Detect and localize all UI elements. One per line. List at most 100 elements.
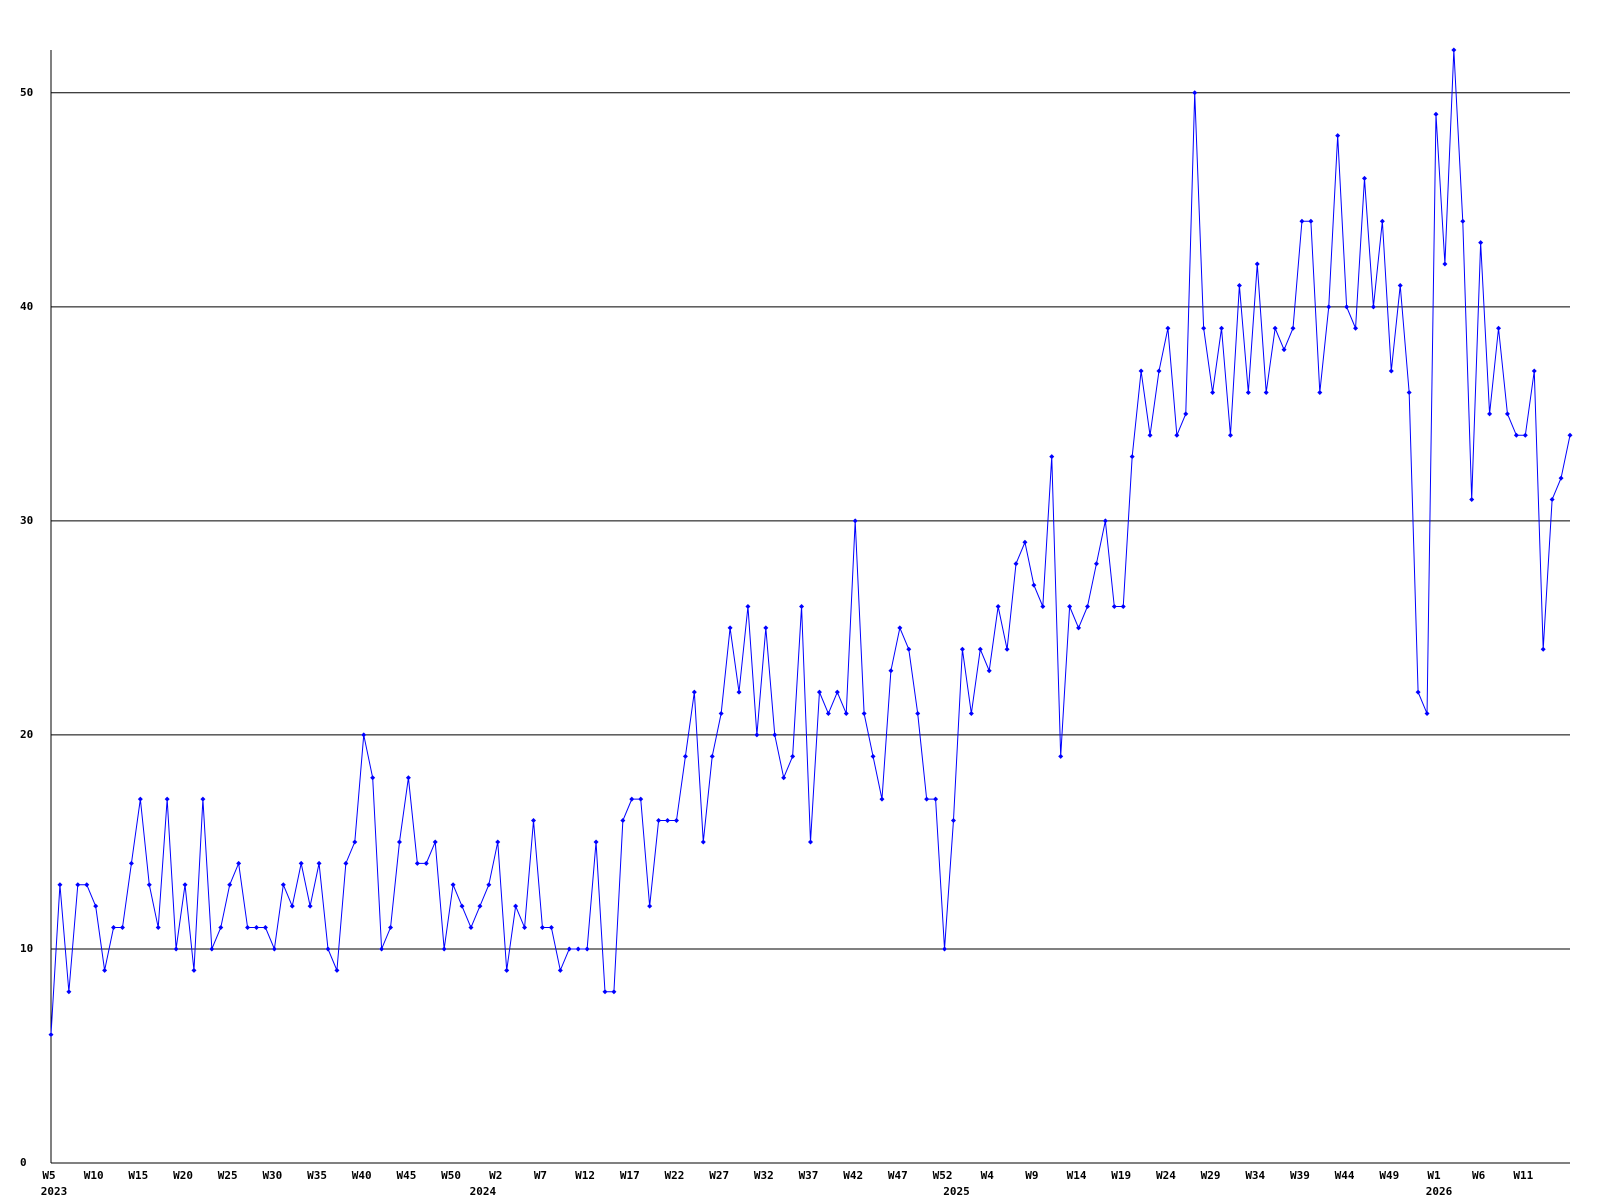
point-marker bbox=[700, 839, 706, 845]
point-marker bbox=[745, 604, 751, 609]
point-marker bbox=[1504, 411, 1510, 417]
point-marker bbox=[441, 946, 447, 952]
point-marker bbox=[1281, 347, 1287, 353]
x-tick-label: W47 bbox=[888, 1169, 908, 1182]
point-marker bbox=[736, 689, 742, 695]
x-year-label: 2025 bbox=[943, 1185, 970, 1198]
point-marker bbox=[1335, 133, 1341, 139]
point-marker bbox=[1093, 561, 1099, 567]
x-tick-label: W24 bbox=[1156, 1169, 1176, 1182]
point-marker bbox=[1361, 175, 1367, 181]
point-marker bbox=[1451, 47, 1457, 53]
x-tick-label: W9 bbox=[1025, 1169, 1038, 1182]
point-marker bbox=[924, 796, 930, 802]
point-marker bbox=[1442, 261, 1448, 267]
point-marker bbox=[772, 732, 778, 738]
point-marker bbox=[414, 860, 420, 866]
x-tick-label: W1 bbox=[1427, 1169, 1441, 1182]
point-marker bbox=[629, 796, 635, 802]
point-marker bbox=[1379, 218, 1385, 224]
point-marker bbox=[361, 732, 367, 738]
point-marker bbox=[352, 839, 358, 845]
y-tick-label: 10 bbox=[20, 942, 33, 955]
point-marker bbox=[1487, 411, 1493, 417]
point-marker bbox=[897, 625, 903, 631]
point-marker bbox=[1424, 711, 1430, 717]
point-marker bbox=[709, 753, 715, 759]
point-marker bbox=[1210, 389, 1216, 395]
point-marker bbox=[1433, 111, 1439, 117]
point-marker bbox=[468, 925, 474, 931]
point-marker bbox=[647, 903, 653, 909]
point-marker bbox=[1406, 389, 1412, 395]
point-marker bbox=[75, 882, 81, 888]
point-marker bbox=[557, 967, 563, 973]
data-line bbox=[50, 49, 1571, 1035]
point-marker bbox=[781, 775, 787, 781]
point-marker bbox=[1522, 432, 1528, 438]
point-marker bbox=[1147, 432, 1153, 438]
point-marker bbox=[245, 925, 251, 931]
point-marker bbox=[1344, 304, 1350, 310]
point-marker bbox=[638, 796, 644, 802]
point-marker bbox=[673, 818, 679, 824]
point-marker bbox=[620, 818, 626, 824]
point-marker bbox=[906, 646, 912, 652]
point-marker bbox=[1022, 539, 1028, 545]
x-tick-label: W27 bbox=[709, 1169, 729, 1182]
point-marker bbox=[1129, 454, 1135, 460]
point-marker bbox=[405, 775, 411, 781]
point-marker bbox=[155, 925, 161, 931]
y-tick-label: 30 bbox=[20, 514, 33, 527]
point-marker bbox=[1308, 218, 1314, 224]
point-marker bbox=[84, 882, 90, 888]
x-tick-label: W52 bbox=[933, 1169, 953, 1182]
x-tick-label: W40 bbox=[352, 1169, 372, 1182]
point-marker bbox=[1531, 368, 1537, 374]
point-marker bbox=[790, 753, 796, 759]
point-marker bbox=[1227, 432, 1233, 438]
point-marker bbox=[1245, 389, 1251, 395]
point-marker bbox=[1076, 625, 1082, 631]
x-tick-label: W39 bbox=[1290, 1169, 1310, 1182]
x-tick-label: W5 bbox=[42, 1169, 55, 1182]
point-marker bbox=[1326, 304, 1332, 310]
x-year-label: 2023 bbox=[41, 1185, 68, 1198]
point-marker bbox=[1138, 368, 1144, 374]
x-tick-label: W17 bbox=[620, 1169, 640, 1182]
x-tick-label: W30 bbox=[262, 1169, 282, 1182]
point-marker bbox=[995, 604, 1001, 609]
x-tick-label: W14 bbox=[1067, 1169, 1087, 1182]
point-marker bbox=[48, 1032, 54, 1038]
y-tick-label: 40 bbox=[20, 300, 33, 313]
point-marker bbox=[477, 903, 483, 909]
point-marker bbox=[879, 796, 885, 802]
point-marker bbox=[432, 839, 438, 845]
point-marker bbox=[254, 925, 260, 931]
point-marker bbox=[370, 775, 376, 781]
point-marker bbox=[888, 668, 894, 674]
point-marker bbox=[593, 839, 599, 845]
point-marker bbox=[262, 925, 268, 931]
point-marker bbox=[218, 925, 224, 931]
point-marker bbox=[1370, 304, 1376, 310]
point-marker bbox=[209, 946, 215, 952]
point-marker bbox=[1165, 325, 1171, 331]
point-marker bbox=[146, 882, 152, 888]
x-tick-label: W25 bbox=[218, 1169, 238, 1182]
x-tick-label: W4 bbox=[981, 1169, 995, 1182]
x-tick-label: W6 bbox=[1472, 1169, 1486, 1182]
point-marker bbox=[182, 882, 188, 888]
point-marker bbox=[164, 796, 170, 802]
point-marker bbox=[1236, 282, 1242, 288]
point-marker bbox=[959, 646, 965, 652]
point-marker bbox=[1049, 454, 1055, 460]
point-marker bbox=[915, 711, 921, 717]
point-marker bbox=[566, 946, 572, 952]
y-tick-label: 50 bbox=[20, 86, 33, 99]
point-marker bbox=[763, 625, 769, 631]
x-tick-label: W45 bbox=[396, 1169, 416, 1182]
point-marker bbox=[950, 818, 956, 824]
point-marker bbox=[942, 946, 948, 952]
x-tick-label: W35 bbox=[307, 1169, 327, 1182]
